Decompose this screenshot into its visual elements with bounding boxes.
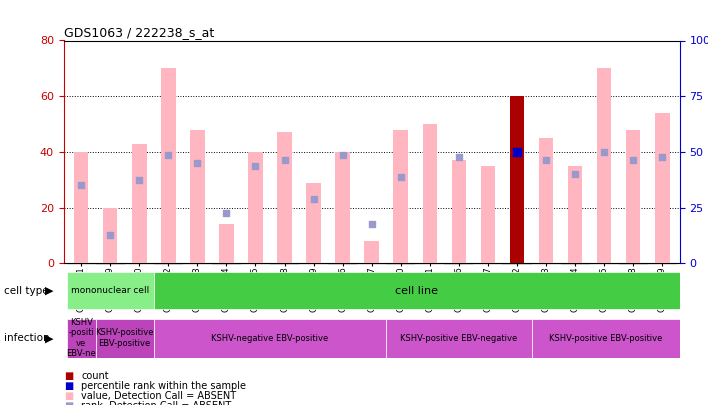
Bar [626, 130, 641, 263]
Text: ▶: ▶ [45, 286, 53, 296]
Bar [154, 319, 387, 358]
Bar [481, 166, 495, 263]
Point [337, 151, 348, 158]
Bar [394, 130, 408, 263]
Point [540, 157, 552, 164]
Bar [183, 263, 212, 266]
Point [76, 182, 87, 189]
Point [453, 154, 464, 161]
Text: KSHV-positive
EBV-positive: KSHV-positive EBV-positive [96, 328, 154, 348]
Bar [423, 124, 437, 263]
Bar [597, 68, 612, 263]
Bar [328, 263, 357, 266]
Bar [154, 263, 183, 266]
Bar [655, 113, 670, 263]
Point [569, 171, 581, 177]
Bar [416, 263, 445, 266]
Point [250, 162, 261, 169]
Text: infection: infection [4, 333, 49, 343]
Bar [278, 132, 292, 263]
Point [627, 157, 639, 164]
Bar [532, 263, 561, 266]
Bar [532, 319, 680, 358]
Text: KSHV-positive EBV-positive: KSHV-positive EBV-positive [549, 334, 662, 343]
Bar [67, 272, 154, 309]
Bar [474, 263, 503, 266]
Bar [96, 319, 154, 358]
Point [221, 210, 232, 216]
Text: percentile rank within the sample: percentile rank within the sample [81, 382, 246, 391]
Bar [445, 263, 474, 266]
Bar [568, 166, 583, 263]
Bar [241, 263, 270, 266]
Bar [154, 272, 680, 309]
Point [395, 174, 406, 180]
Bar [270, 263, 299, 266]
Text: ■: ■ [64, 382, 73, 391]
Text: KSHV
-positi
ve
EBV-ne: KSHV -positi ve EBV-ne [67, 318, 96, 358]
Bar [125, 263, 154, 266]
Text: ■: ■ [64, 401, 73, 405]
Bar [307, 183, 321, 263]
Bar [561, 263, 590, 266]
Bar [619, 263, 648, 266]
Point [656, 154, 668, 161]
Bar [219, 224, 234, 263]
Bar [387, 319, 532, 358]
Bar [299, 263, 328, 266]
Bar [365, 241, 379, 263]
Text: GDS1063 / 222238_s_at: GDS1063 / 222238_s_at [64, 26, 214, 39]
Bar [103, 207, 118, 263]
Bar [452, 160, 466, 263]
Bar [74, 152, 88, 263]
Bar [249, 152, 263, 263]
Text: KSHV-positive EBV-negative: KSHV-positive EBV-negative [400, 334, 518, 343]
Text: ▶: ▶ [45, 333, 53, 343]
Text: mononuclear cell: mononuclear cell [71, 286, 149, 295]
Text: ■: ■ [64, 371, 73, 381]
Bar [357, 263, 387, 266]
Text: cell type: cell type [4, 286, 48, 296]
Bar [132, 143, 147, 263]
Bar [67, 319, 96, 358]
Text: cell line: cell line [395, 286, 438, 296]
Point [308, 196, 319, 202]
Text: value, Detection Call = ABSENT: value, Detection Call = ABSENT [81, 391, 236, 401]
Bar [539, 138, 553, 263]
Text: count: count [81, 371, 109, 381]
Bar [161, 68, 176, 263]
Bar [590, 263, 619, 266]
Bar [96, 263, 125, 266]
Point [366, 221, 377, 228]
Bar [67, 263, 96, 266]
Point [279, 157, 290, 164]
Bar [510, 96, 524, 263]
Point [598, 149, 610, 155]
Text: KSHV-negative EBV-positive: KSHV-negative EBV-positive [212, 334, 329, 343]
Point [134, 177, 145, 183]
Bar [336, 152, 350, 263]
Bar [648, 263, 677, 266]
Point [105, 232, 116, 239]
Point [192, 160, 203, 166]
Bar [212, 263, 241, 266]
Text: ■: ■ [64, 391, 73, 401]
Bar [387, 263, 416, 266]
Point [511, 149, 523, 155]
Bar [503, 263, 532, 266]
Text: rank, Detection Call = ABSENT: rank, Detection Call = ABSENT [81, 401, 232, 405]
Bar [190, 130, 205, 263]
Point [163, 151, 174, 158]
